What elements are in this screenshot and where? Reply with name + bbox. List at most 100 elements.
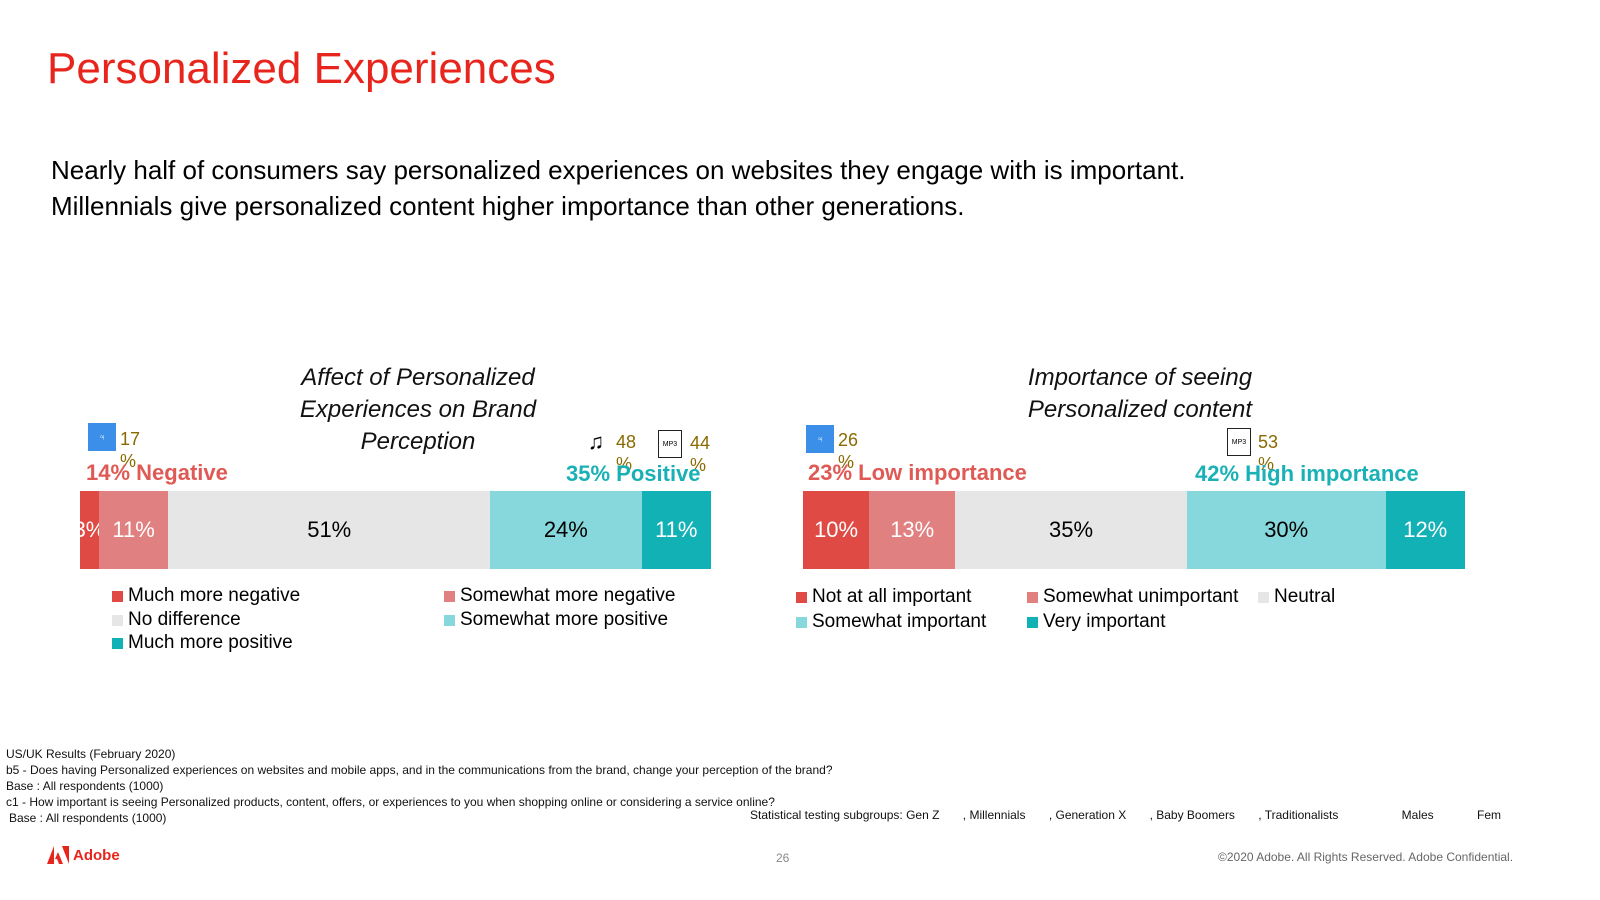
chart1-sig-marker-3: 44 %: [690, 432, 710, 476]
stat-group: Males: [1401, 808, 1434, 822]
stat-group: , Generation X: [1048, 808, 1127, 822]
page-number: 26: [776, 851, 790, 865]
legend-item: Somewhat more negative: [444, 585, 675, 607]
bar-data-label: 13%: [890, 517, 935, 542]
chart2-summary-negative: 23% Low importance: [808, 460, 1027, 486]
legend-label: Neutral: [1274, 586, 1336, 607]
bar-data-label: 3%: [80, 517, 99, 543]
bar-data-label: 10%: [814, 517, 859, 542]
millennials-icon: ♃: [806, 425, 834, 453]
bar-segment-neutral: 35%: [955, 491, 1187, 569]
legend-label: No difference: [128, 609, 241, 630]
legend-item: Neutral: [1258, 586, 1335, 608]
bar-segment-somewhat-important: 30%: [1186, 491, 1386, 569]
stat-group: Fem: [1477, 808, 1502, 822]
summary-value: 23%: [808, 460, 853, 485]
legend-label: Much more positive: [128, 632, 293, 653]
footnote-line: c1 - How important is seeing Personalize…: [6, 795, 775, 809]
bar-data-label: 51%: [307, 517, 352, 542]
stat-group: , Baby Boomers: [1149, 808, 1235, 822]
subtitle-line-2: Millennials give personalized content hi…: [51, 191, 965, 221]
genx-icon: MP3: [658, 430, 682, 458]
chart2-summary-positive: 42% High importance: [1195, 461, 1419, 487]
sig-value: 44: [690, 433, 711, 453]
stat-group: , Millennials: [962, 808, 1026, 822]
legend-label: Somewhat unimportant: [1043, 586, 1239, 607]
legend-swatch: [444, 590, 455, 602]
chart1-title-line-2: Experiences on Brand: [299, 396, 537, 423]
chart1-sig-marker-1: 17 %: [120, 428, 140, 472]
summary-label: Negative: [136, 460, 228, 485]
bar-data-label: 24%: [543, 517, 588, 542]
legend-swatch: [796, 616, 807, 628]
legend-item: Much more positive: [112, 632, 293, 654]
bar-segment-much-more-negative: 3%: [80, 491, 99, 569]
legend-label: Somewhat more positive: [460, 609, 669, 630]
legend-label: Not at all important: [812, 586, 972, 607]
legend-item: No difference: [112, 609, 241, 631]
legend-item: Much more negative: [112, 585, 300, 607]
stat-group: , Traditionalists: [1258, 808, 1339, 822]
subtitle-line-1: Nearly half of consumers say personalize…: [51, 155, 1186, 185]
bar-segment-not-at-all-important: 10%: [803, 491, 870, 569]
legend-label: Somewhat more negative: [460, 585, 676, 606]
legend-swatch: [112, 590, 123, 602]
legend-swatch: [796, 591, 807, 603]
adobe-logo-icon: [47, 846, 69, 864]
stat-testing-label: Statistical testing subgroups: Gen Z: [750, 808, 940, 822]
bar-segment-somewhat-more-positive: 24%: [490, 491, 642, 569]
summary-label: High importance: [1245, 461, 1419, 486]
adobe-logo-text: Adobe: [73, 846, 120, 864]
page-subtitle: Nearly half of consumers say personalize…: [51, 152, 1185, 224]
bar-segment-somewhat-unimportant: 13%: [869, 491, 956, 569]
footnote-line: b5 - Does having Personalized experience…: [6, 763, 833, 777]
legend-item: Somewhat important: [796, 611, 986, 633]
genx-icon: MP3: [1227, 428, 1251, 456]
legend-swatch: [1027, 616, 1038, 628]
chart2-title-line-2: Personalized content: [1027, 396, 1253, 423]
sig-unit: %: [616, 454, 633, 474]
summary-label: Low importance: [858, 460, 1027, 485]
footnotes: US/UK Results (February 2020) b5 - Does …: [6, 746, 833, 826]
chart2-title: Importance of seeing Personalized conten…: [990, 362, 1290, 426]
legend-item: Very important: [1027, 611, 1166, 633]
summary-value: 35%: [566, 461, 611, 486]
sig-value: 48: [616, 432, 637, 452]
legend-item: Somewhat unimportant: [1027, 586, 1238, 608]
sig-unit: %: [690, 455, 707, 475]
genz-icon: ♫: [587, 429, 605, 454]
chart2-sig-marker-1: 26 %: [838, 429, 858, 473]
footnote-line: Base : All respondents (1000): [9, 811, 167, 825]
chart1-title-line-3: Perception: [360, 428, 476, 455]
legend-swatch: [444, 614, 455, 626]
chart1-title-line-1: Affect of Personalized: [301, 364, 535, 391]
bar-data-label: 30%: [1264, 517, 1309, 542]
sig-unit: %: [120, 451, 137, 471]
chart2-title-line-1: Importance of seeing: [1027, 364, 1253, 391]
stat-testing-legend: Statistical testing subgroups: Gen Z , M…: [750, 808, 1521, 822]
bar-segment-much-more-positive: 11%: [641, 491, 711, 569]
footnote-line: Base : All respondents (1000): [6, 779, 164, 793]
legend-label: Very important: [1043, 611, 1166, 632]
sig-value: 53: [1258, 432, 1279, 452]
summary-label: Positive: [616, 461, 701, 486]
chart1-title: Affect of Personalized Experiences on Br…: [268, 362, 568, 458]
bar-data-label: 12%: [1403, 517, 1448, 542]
legend-swatch: [112, 614, 123, 626]
bar-data-label: 11%: [655, 517, 698, 542]
legend-swatch: [1258, 591, 1269, 603]
bar-segment-very-important: 12%: [1385, 491, 1465, 569]
chart2-sig-marker-2: 53 %: [1258, 431, 1278, 475]
sig-value: 17: [120, 429, 141, 449]
sig-unit: %: [838, 452, 855, 472]
summary-value: 14%: [86, 460, 131, 485]
sig-unit: %: [1258, 454, 1275, 474]
bar-data-label: 11%: [112, 517, 155, 542]
chart1-stacked-bar: 3% 11% 51% 24% 11%: [80, 491, 711, 569]
bar-segment-somewhat-more-negative: 11%: [98, 491, 169, 569]
chart2-stacked-bar: 10% 13% 35% 30% 12%: [803, 491, 1465, 569]
legend-item: Not at all important: [796, 586, 971, 608]
bar-data-label: 35%: [1049, 517, 1094, 542]
chart1-sig-marker-2: 48 %: [616, 431, 636, 475]
legend-swatch: [1027, 591, 1038, 603]
